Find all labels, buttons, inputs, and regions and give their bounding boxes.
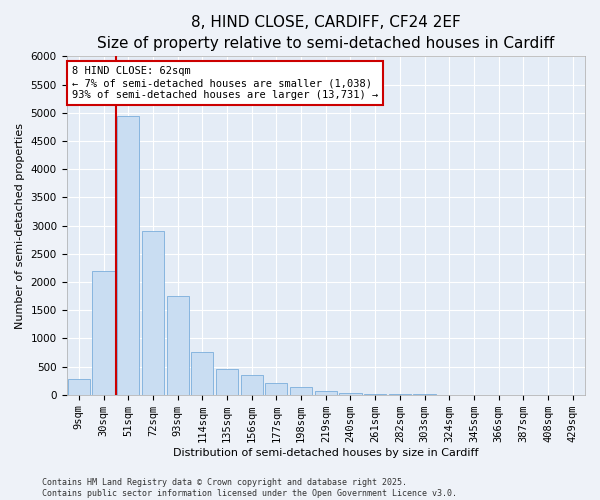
- Bar: [241, 375, 263, 394]
- Bar: [191, 352, 214, 395]
- Bar: [68, 380, 90, 394]
- Bar: [117, 116, 139, 394]
- Bar: [340, 393, 362, 394]
- Bar: [314, 391, 337, 394]
- Bar: [142, 231, 164, 394]
- Bar: [290, 388, 312, 394]
- Text: 8 HIND CLOSE: 62sqm
← 7% of semi-detached houses are smaller (1,038)
93% of semi: 8 HIND CLOSE: 62sqm ← 7% of semi-detache…: [72, 66, 378, 100]
- Bar: [167, 296, 189, 394]
- Y-axis label: Number of semi-detached properties: Number of semi-detached properties: [15, 122, 25, 328]
- Text: Contains HM Land Registry data © Crown copyright and database right 2025.
Contai: Contains HM Land Registry data © Crown c…: [42, 478, 457, 498]
- Bar: [92, 270, 115, 394]
- Bar: [265, 384, 287, 394]
- Title: 8, HIND CLOSE, CARDIFF, CF24 2EF
Size of property relative to semi-detached hous: 8, HIND CLOSE, CARDIFF, CF24 2EF Size of…: [97, 15, 554, 51]
- X-axis label: Distribution of semi-detached houses by size in Cardiff: Distribution of semi-detached houses by …: [173, 448, 479, 458]
- Bar: [216, 370, 238, 394]
